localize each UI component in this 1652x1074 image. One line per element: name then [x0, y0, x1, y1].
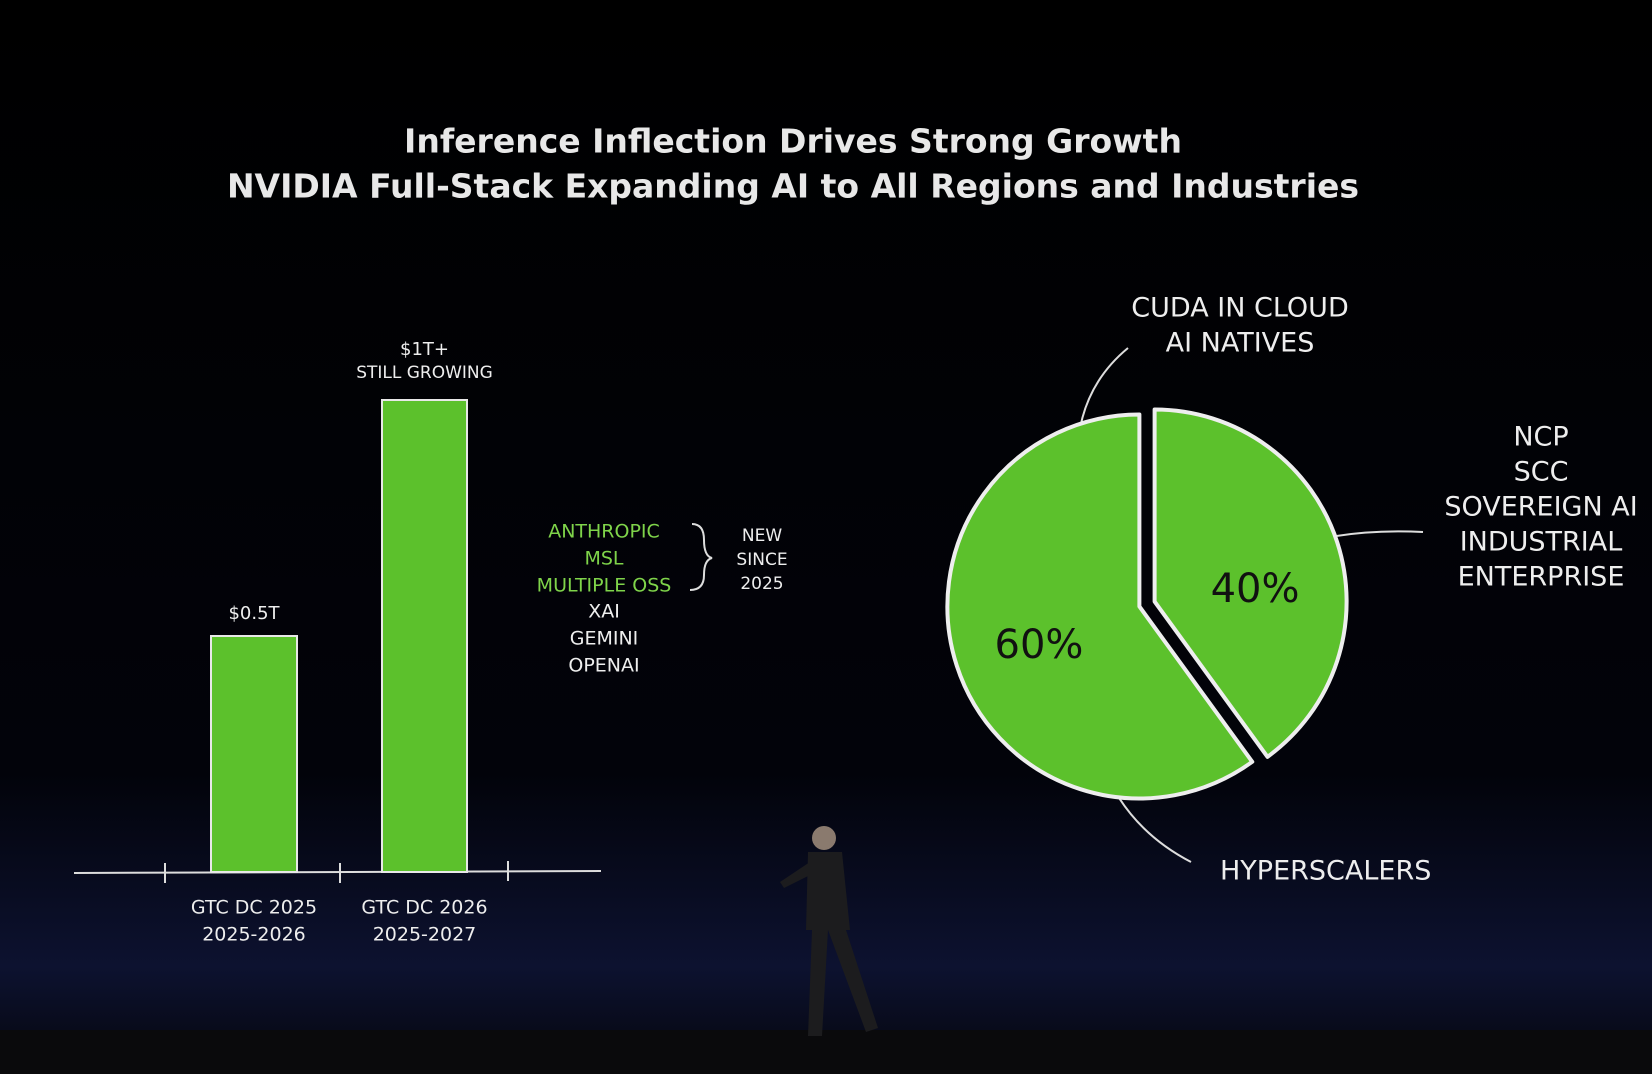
- bar-value-label: $0.5T: [228, 603, 280, 624]
- x-tick-label: 2025-2026: [202, 924, 306, 946]
- bar: [381, 399, 468, 873]
- callout-label: SOVEREIGN AI: [1444, 492, 1637, 523]
- stage-floor: [0, 1030, 1652, 1074]
- bar: [210, 635, 298, 873]
- new-note: 2025: [740, 574, 783, 594]
- pie-value-label: 40%: [1211, 566, 1300, 612]
- callout-label: ENTERPRISE: [1458, 562, 1625, 593]
- callout-label: HYPERSCALERS: [1220, 856, 1431, 887]
- x-tick-label: 2025-2027: [373, 924, 477, 946]
- title-line: Inference Inflection Drives Strong Growt…: [404, 122, 1182, 161]
- new-note: SINCE: [736, 550, 787, 570]
- new-customer: MULTIPLE OSS: [537, 575, 672, 597]
- pie-value-label: 60%: [995, 622, 1084, 668]
- callout-label: AI NATIVES: [1166, 328, 1315, 359]
- new-customer: ANTHROPIC: [548, 521, 660, 543]
- x-tick-label: GTC DC 2025: [191, 897, 317, 919]
- callout-label: CUDA IN CLOUD: [1131, 293, 1348, 324]
- customer: GEMINI: [570, 628, 639, 650]
- new-customer: MSL: [584, 548, 623, 570]
- callout-label: INDUSTRIAL: [1460, 527, 1623, 558]
- bar-value-label: $1T+: [400, 339, 449, 360]
- title-line: NVIDIA Full-Stack Expanding AI to All Re…: [227, 167, 1359, 206]
- presenter: [780, 826, 878, 1036]
- pie-slice: [945, 412, 1255, 801]
- bracket: [689, 523, 713, 591]
- customer: XAI: [588, 601, 620, 623]
- new-note: NEW: [742, 526, 782, 546]
- callout-label: NCP: [1513, 422, 1568, 453]
- pie-slice: [1152, 407, 1349, 759]
- callout-label: SCC: [1514, 457, 1569, 488]
- x-axis: [73, 870, 602, 874]
- x-tick-label: GTC DC 2026: [361, 897, 487, 919]
- customer: OPENAI: [568, 655, 639, 677]
- bar-annotation: STILL GROWING: [356, 363, 493, 383]
